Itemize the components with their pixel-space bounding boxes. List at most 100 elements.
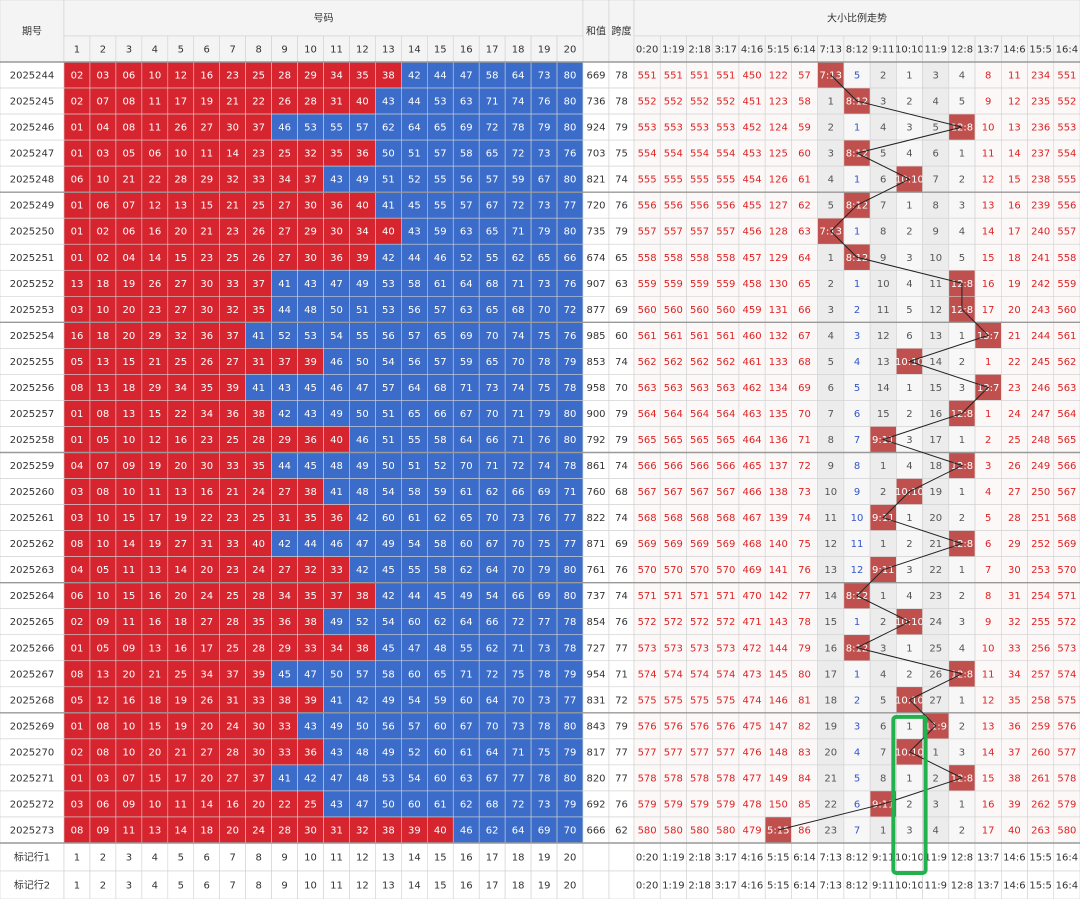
number-cell — [323, 217, 350, 245]
trend-value: 86 — [798, 825, 811, 836]
number: 37 — [252, 123, 265, 134]
trend-value: 12:8 — [951, 461, 973, 472]
trend-value: 456 — [743, 227, 762, 238]
trend-value: 3 — [906, 565, 912, 576]
number: 66 — [564, 253, 577, 264]
trend-value: 73 — [798, 487, 811, 498]
trend-value: 580 — [690, 825, 709, 836]
trend-value: 558 — [664, 253, 683, 264]
number-cell — [271, 426, 298, 453]
number-cell — [426, 139, 454, 167]
number: 15 — [123, 357, 136, 368]
number: 26 — [200, 695, 213, 706]
trend-value: 7 — [880, 747, 886, 758]
number-column-label: 15 — [434, 45, 447, 56]
trend-value: 27 — [929, 695, 942, 706]
number-cell — [375, 191, 402, 219]
number: 43 — [304, 409, 317, 420]
trend-value: 10:10 — [895, 487, 924, 498]
number: 51 — [408, 149, 421, 160]
number: 75 — [512, 669, 525, 680]
number-cell — [141, 217, 169, 245]
trend-value: 2 — [880, 487, 886, 498]
trend-value: 59 — [798, 123, 811, 134]
number-cell — [478, 374, 506, 401]
number: 48 — [356, 773, 369, 784]
footer-number: 9 — [281, 853, 287, 864]
trend-value: 3 — [933, 71, 939, 82]
trend-value-cell — [738, 452, 766, 479]
trend-value: 562 — [664, 357, 683, 368]
sum: 877 — [586, 305, 605, 316]
trend-value: 564 — [638, 409, 657, 420]
number-cell — [478, 400, 506, 427]
trend-value-cell — [686, 61, 714, 89]
number-column-label: 8 — [255, 45, 261, 56]
trend-value: 567 — [664, 487, 683, 498]
trend-value: 1 — [906, 773, 912, 784]
number-cell — [167, 165, 195, 193]
span: 74 — [615, 591, 628, 602]
number: 13 — [148, 565, 161, 576]
number: 55 — [434, 201, 447, 212]
number: 69 — [538, 591, 551, 602]
trend-value: 2 — [906, 799, 912, 810]
number-cell — [452, 322, 480, 349]
trend-value: 10 — [929, 253, 942, 264]
number: 28 — [304, 97, 317, 108]
footer-trend: 7:13 — [820, 881, 842, 892]
number: 46 — [460, 825, 473, 836]
number: 65 — [486, 305, 499, 316]
number: 01 — [71, 201, 84, 212]
trend-value: 144 — [769, 643, 788, 654]
number: 29 — [148, 383, 161, 394]
trend-value: 578 — [1057, 773, 1076, 784]
trend-value: 1 — [906, 71, 912, 82]
trend-value-cell — [843, 61, 871, 89]
number: 15 — [148, 409, 161, 420]
number-column-label: 12 — [356, 45, 369, 56]
trend-value-cell — [896, 374, 923, 401]
trend-value-cell — [764, 478, 792, 505]
number: 01 — [71, 643, 84, 654]
trend-value: 553 — [716, 123, 735, 134]
trend-value-cell — [974, 165, 1002, 193]
number: 25 — [252, 201, 265, 212]
trend-value-cell — [1053, 165, 1080, 193]
number: 77 — [564, 513, 577, 524]
number: 30 — [304, 825, 317, 836]
trend-value: 1 — [959, 435, 965, 446]
number: 55 — [330, 123, 343, 134]
trend-value-cell — [738, 61, 766, 89]
footer-trend: 6:14 — [793, 881, 815, 892]
trend-value-cell — [791, 217, 818, 245]
trend-value: 565 — [690, 435, 709, 446]
period: 2025259 — [10, 461, 55, 472]
sum: 736 — [586, 97, 605, 108]
trend-value: 570 — [664, 565, 683, 576]
number-cell — [271, 400, 298, 427]
number: 75 — [538, 539, 551, 550]
number-cell — [401, 217, 428, 245]
number-cell — [556, 348, 584, 375]
trend-value: 570 — [1057, 565, 1076, 576]
number: 24 — [200, 591, 213, 602]
number-column-label-cell — [167, 35, 195, 63]
number: 15 — [123, 513, 136, 524]
number-cell — [297, 348, 324, 375]
number-cell — [504, 295, 532, 323]
number-cell — [271, 348, 298, 375]
trend-value: 23 — [824, 825, 837, 836]
trend-value-cell — [686, 139, 714, 167]
footer-label: 标记行2 — [14, 879, 50, 892]
number: 19 — [174, 513, 187, 524]
trend-value: 74 — [798, 513, 811, 524]
number-cell — [504, 139, 532, 167]
number: 63 — [460, 773, 473, 784]
number-cell — [245, 139, 272, 167]
number-cell — [426, 295, 454, 323]
number: 31 — [330, 825, 343, 836]
trend-value: 1 — [985, 409, 991, 420]
number-cell — [167, 348, 195, 375]
number: 34 — [200, 409, 213, 420]
